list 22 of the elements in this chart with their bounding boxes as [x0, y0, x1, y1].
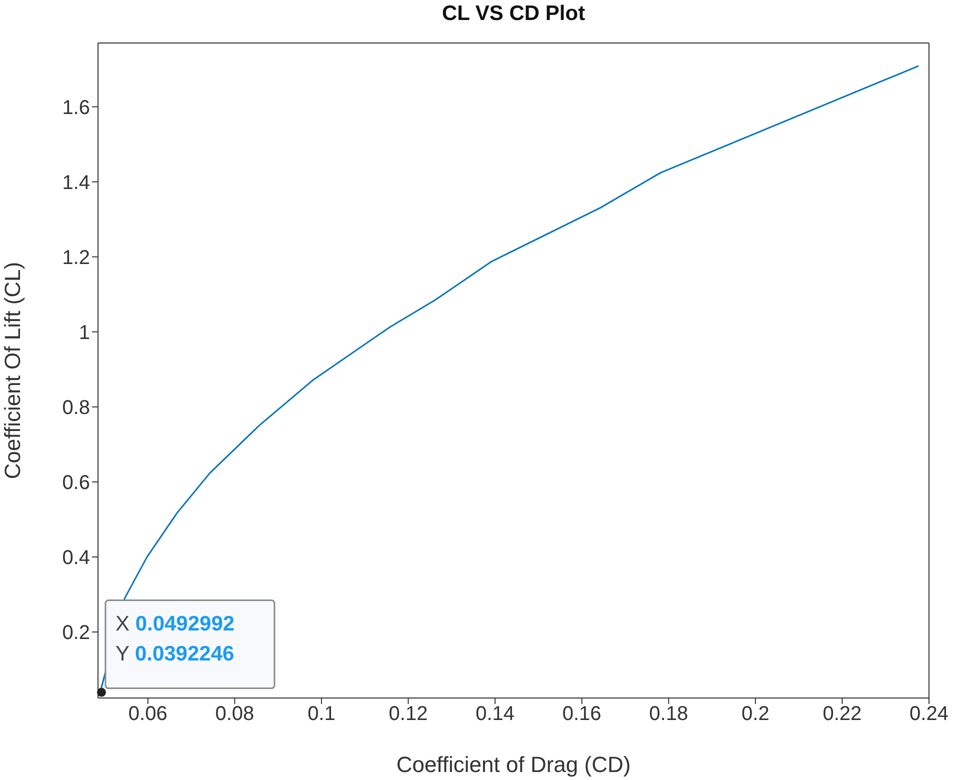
x-tick-label: 0.06 — [128, 703, 168, 726]
x-tick-label: 0.08 — [215, 703, 254, 726]
x-tick-label: 0.1 — [308, 703, 336, 726]
y-tick-label: 0.6 — [62, 472, 90, 494]
y-tick-label: 0.8 — [62, 396, 90, 419]
x-axis-title: Coefficient of Drag (CD) — [396, 752, 631, 777]
x-tick-label: 0.16 — [562, 703, 602, 726]
y-tick-label: 0.2 — [62, 622, 90, 644]
y-tick-label: 1.6 — [62, 96, 90, 119]
x-tick-label: 0.24 — [910, 703, 948, 726]
y-tick-label: 0.4 — [62, 547, 90, 570]
x-tick-label: 0.14 — [476, 703, 515, 726]
chart-title: CL VS CD Plot — [440, 2, 586, 26]
annotation: X 0.0492992 Y 0.0392246 — [115, 612, 235, 666]
x-tick-label: 0.2 — [742, 703, 770, 726]
x-tick-label: 0.22 — [822, 703, 862, 726]
y-tick-label: 1.2 — [62, 246, 90, 269]
x-tick-label: 0.12 — [388, 703, 428, 726]
y-axis-title: Coefficient Of Lift (CL) — [0, 262, 25, 480]
x-tick-label: 0.18 — [649, 703, 688, 726]
y-tick-label: 1.4 — [62, 172, 90, 194]
y-tick-label: 1 — [78, 322, 90, 344]
